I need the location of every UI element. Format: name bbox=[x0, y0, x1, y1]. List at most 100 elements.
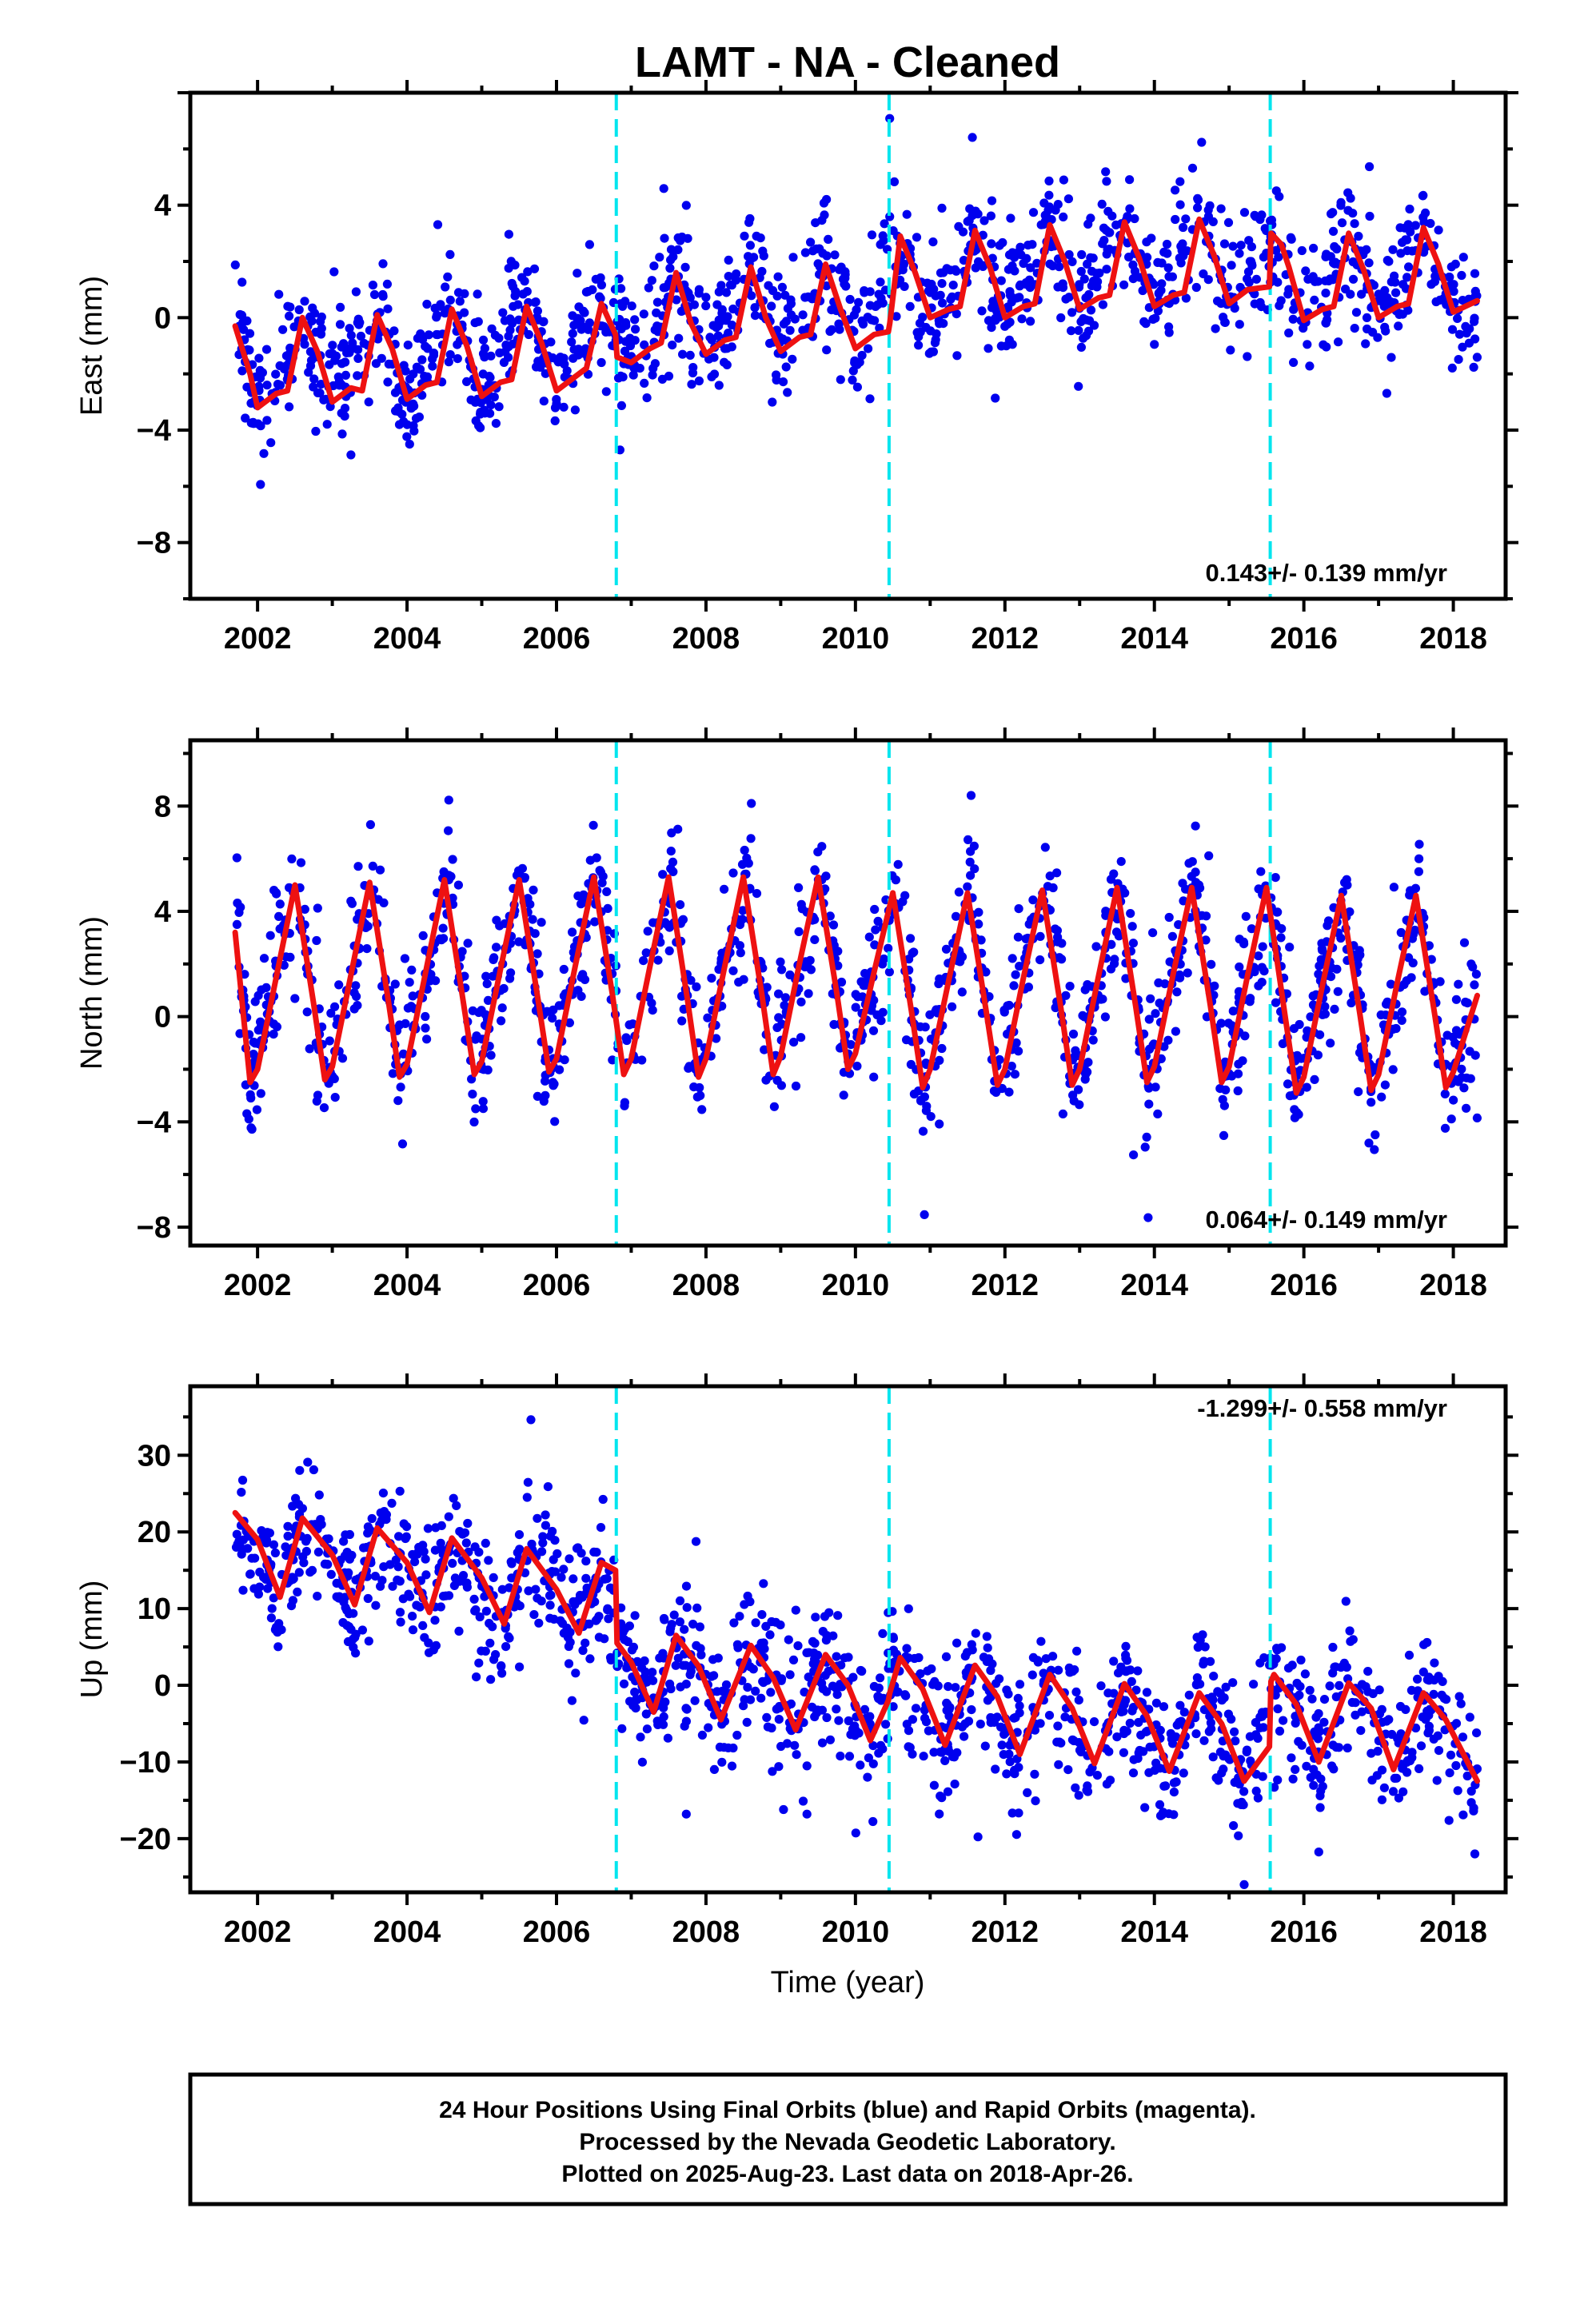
east-position-point bbox=[648, 370, 657, 380]
north-position-point bbox=[1014, 904, 1023, 914]
east-position-point bbox=[1216, 298, 1226, 309]
north-position-point bbox=[1271, 873, 1280, 883]
up-position-point bbox=[1239, 1800, 1248, 1810]
up-position-point bbox=[1458, 1732, 1468, 1742]
up-y-tick-label: 0 bbox=[154, 1669, 171, 1703]
east-position-point bbox=[659, 184, 668, 193]
east-x-tick-label: 2014 bbox=[1120, 622, 1188, 656]
north-position-point bbox=[1470, 980, 1479, 990]
east-position-point bbox=[1386, 353, 1396, 362]
east-position-point bbox=[422, 372, 433, 381]
north-position-point bbox=[1435, 977, 1445, 987]
up-panel: 2002 2004 2006 2008 2010 2012 2014 2016 2018−20−… bbox=[75, 1373, 1518, 1949]
north-position-point bbox=[539, 1096, 549, 1106]
east-position-point bbox=[1396, 249, 1406, 258]
north-position-point bbox=[352, 991, 361, 1001]
up-position-point bbox=[1131, 1685, 1141, 1695]
up-position-point bbox=[659, 1712, 668, 1721]
east-position-point bbox=[885, 212, 895, 221]
north-position-point bbox=[871, 925, 880, 935]
north-position-point bbox=[482, 979, 492, 989]
up-position-point bbox=[1103, 1688, 1113, 1698]
up-position-point bbox=[531, 1585, 541, 1594]
up-position-point bbox=[1007, 1808, 1017, 1818]
north-position-point bbox=[1098, 995, 1107, 1004]
up-position-point bbox=[732, 1730, 742, 1740]
up-position-point bbox=[860, 1704, 870, 1714]
east-position-point bbox=[701, 293, 711, 302]
up-position-point bbox=[1102, 1780, 1111, 1789]
up-position-point bbox=[704, 1723, 713, 1732]
north-position-point bbox=[1397, 1015, 1406, 1025]
up-position-point bbox=[676, 1682, 685, 1692]
east-position-point bbox=[1235, 320, 1244, 329]
up-position-point bbox=[538, 1538, 548, 1548]
north-position-point bbox=[597, 878, 607, 887]
up-position-point bbox=[1342, 1662, 1351, 1672]
up-y-axis-label: Up (mm) bbox=[75, 1581, 109, 1699]
up-x-tick-label: 2008 bbox=[672, 1915, 740, 1949]
north-position-point bbox=[1408, 958, 1418, 968]
north-position-point bbox=[1459, 938, 1470, 947]
north-position-point bbox=[810, 935, 820, 944]
up-position-point bbox=[682, 1603, 692, 1612]
up-position-point bbox=[1214, 1776, 1223, 1785]
east-position-point bbox=[371, 359, 381, 369]
up-position-point bbox=[802, 1809, 812, 1819]
east-position-point bbox=[1297, 245, 1307, 256]
up-position-point bbox=[681, 1809, 691, 1819]
up-position-point bbox=[724, 1743, 733, 1752]
east-position-point bbox=[756, 233, 765, 243]
up-position-point bbox=[1373, 1746, 1382, 1756]
up-position-point bbox=[1346, 1636, 1355, 1646]
north-y-tick-label: 4 bbox=[154, 895, 171, 929]
north-position-point bbox=[347, 899, 357, 908]
east-position-point bbox=[394, 420, 405, 429]
east-position-point bbox=[560, 359, 569, 369]
north-position-point bbox=[1410, 883, 1420, 893]
north-position-point bbox=[868, 1026, 879, 1035]
east-position-point bbox=[1313, 277, 1323, 286]
east-position-point bbox=[672, 295, 681, 305]
up-position-point bbox=[768, 1767, 777, 1776]
up-y-tick-label: −10 bbox=[120, 1746, 171, 1780]
up-position-point bbox=[1142, 1688, 1151, 1697]
up-position-point bbox=[405, 1592, 415, 1601]
up-position-point bbox=[868, 1741, 878, 1751]
east-position-point bbox=[768, 285, 778, 296]
north-position-point bbox=[789, 1038, 799, 1047]
up-position-point bbox=[523, 1477, 533, 1487]
up-position-point bbox=[1221, 1682, 1231, 1692]
east-position-point bbox=[864, 344, 873, 353]
east-position-point bbox=[1321, 252, 1331, 261]
east-position-point bbox=[724, 255, 733, 265]
up-position-point bbox=[983, 1643, 992, 1652]
east-position-point bbox=[445, 350, 455, 360]
east-position-point bbox=[368, 281, 377, 290]
up-position-point bbox=[836, 1752, 845, 1761]
north-position-point bbox=[777, 965, 787, 975]
north-position-point bbox=[313, 903, 322, 913]
up-position-point bbox=[1219, 1693, 1229, 1703]
up-position-point bbox=[1251, 1786, 1261, 1796]
up-position-point bbox=[983, 1696, 992, 1705]
east-position-point bbox=[487, 324, 497, 333]
east-position-point bbox=[1164, 322, 1174, 332]
north-position-point bbox=[499, 983, 509, 994]
up-x-tick-label: 2016 bbox=[1270, 1915, 1338, 1949]
up-position-point bbox=[818, 1627, 828, 1636]
north-position-point bbox=[860, 980, 870, 990]
up-position-point bbox=[888, 1702, 898, 1712]
up-position-point bbox=[602, 1574, 612, 1584]
north-position-point bbox=[492, 915, 501, 925]
up-position-point bbox=[1421, 1715, 1430, 1724]
up-position-point bbox=[1224, 1754, 1234, 1764]
east-position-point bbox=[1024, 275, 1035, 285]
up-position-point bbox=[973, 1832, 983, 1842]
up-position-point bbox=[1151, 1698, 1161, 1708]
up-position-point bbox=[559, 1628, 569, 1638]
up-position-point bbox=[313, 1592, 322, 1601]
east-position-point bbox=[1434, 225, 1443, 235]
north-position-point bbox=[964, 835, 973, 844]
east-position-point bbox=[1059, 212, 1068, 221]
